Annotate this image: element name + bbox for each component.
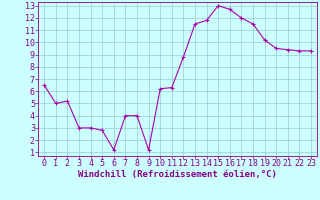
X-axis label: Windchill (Refroidissement éolien,°C): Windchill (Refroidissement éolien,°C) <box>78 170 277 179</box>
